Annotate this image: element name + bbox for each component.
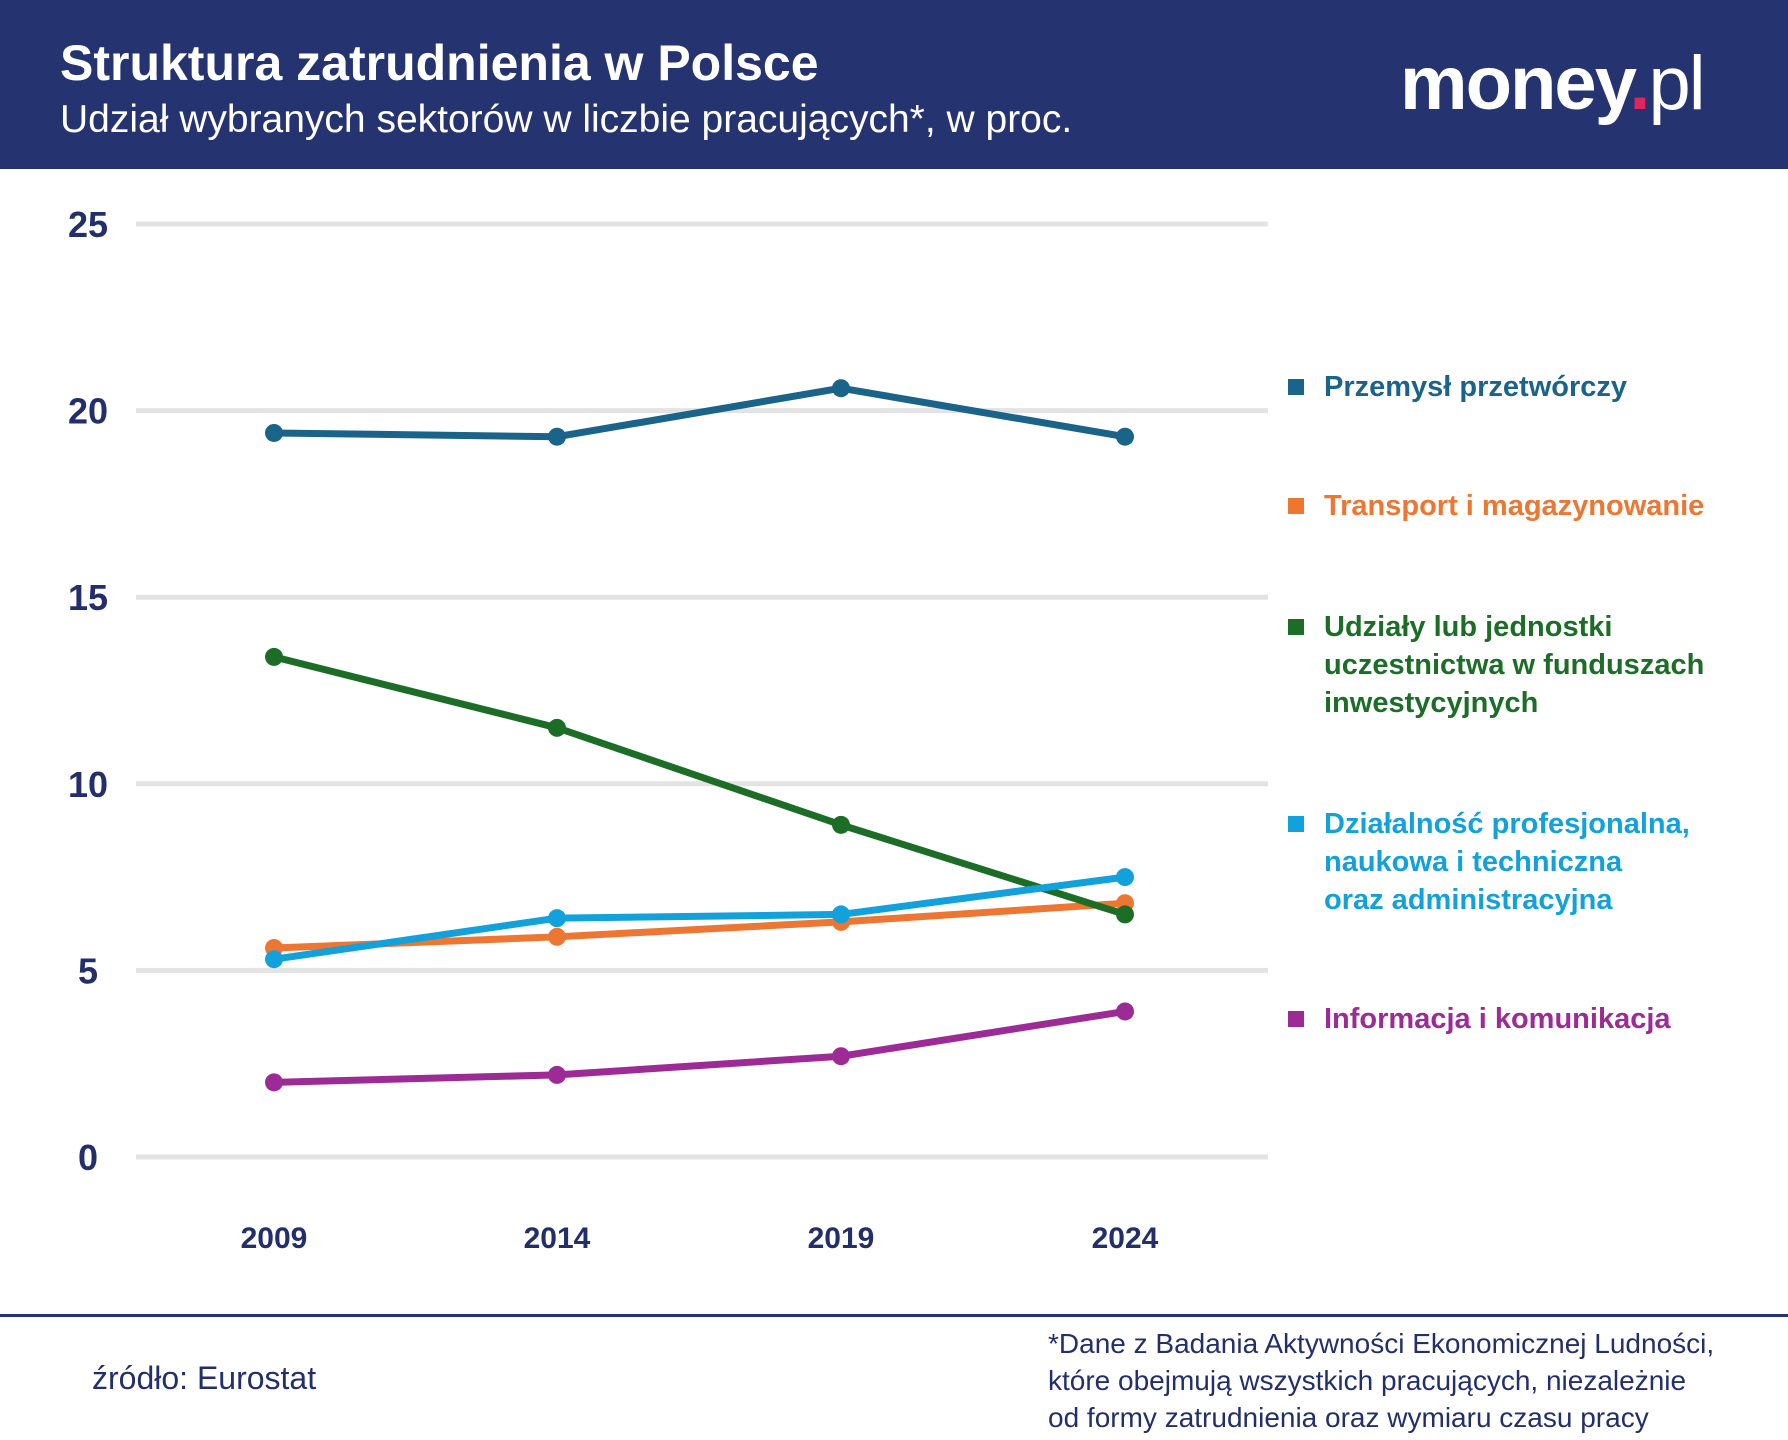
data-point [548,1065,566,1084]
data-point [548,427,566,446]
data-point [265,950,283,969]
legend-label-line: naukowa i techniczna [1324,846,1623,878]
footer-divider [0,1314,1788,1317]
legend-label-line: Przemysł przetwórczy [1324,371,1628,403]
legend-item: Przemysł przetwórczy [1288,368,1627,406]
x-tick-label: 2024 [1092,1222,1159,1255]
legend-label-line: inwestycyjnych [1324,687,1539,719]
source-text: źródło: Eurostat [92,1360,317,1396]
legend-label-line: Działalność profesjonalna, [1324,808,1690,840]
data-point [548,909,566,928]
series-line [273,384,1126,441]
data-point [1116,868,1134,887]
data-point [1116,905,1134,924]
legend-label: Transport i magazynowanie [1324,487,1704,525]
footnote-line: od formy zatrudnienia oraz wymiaru czasu… [1048,1402,1649,1433]
y-tick-label: 5 [78,950,98,991]
line-chart: 0 5 10 15 20 25 2009 2014 2019 2024 [68,204,1268,1255]
legend-swatch [1288,379,1304,395]
data-point [548,718,566,737]
footnote: *Dane z Badania Aktywności Ekonomicznej … [1048,1325,1714,1436]
data-point [548,927,566,946]
y-tick-label: 0 [78,1137,98,1178]
legend-label-line: Transport i magazynowanie [1324,490,1705,522]
chart-title: Struktura zatrudnienia w Polsce [60,35,819,91]
y-tick-label: 10 [68,764,108,805]
legend-label-line: Informacja i komunikacja [1324,1003,1671,1035]
header: Struktura zatrudnienia w Polsce Udział w… [0,0,1788,169]
series-line [273,873,1126,963]
x-tick-label: 2014 [524,1222,591,1255]
legend-item: Działalność profesjonalna, naukowa i tech… [1288,805,1690,919]
legend-swatch [1288,619,1304,635]
footnote-line: *Dane z Badania Aktywności Ekonomicznej … [1048,1328,1715,1359]
y-tick-label: 25 [68,204,108,245]
data-point [832,815,850,834]
data-point [832,379,850,398]
data-point [265,1073,283,1092]
legend-label: Działalność profesjonalna, naukowa i tech… [1324,805,1690,919]
data-point [265,647,283,666]
series-line [273,653,1127,918]
x-tick-label: 2019 [808,1222,875,1255]
data-point [832,905,850,924]
legend-label-line: Udziały lub jednostki [1324,611,1613,643]
data-point [265,423,283,442]
y-tick-label: 20 [68,391,108,432]
data-point [1116,427,1134,446]
legend-label: Informacja i komunikacja [1324,1000,1671,1038]
legend-swatch [1288,1011,1304,1027]
data-point [1116,1002,1134,1021]
money-pl-logo: money.pl [1400,41,1706,126]
chart-subtitle: Udział wybranych sektorów w liczbie prac… [60,98,1073,141]
legend-label-line: oraz administracyjna [1324,884,1613,916]
series-line [273,899,1126,952]
x-tick-label: 2009 [241,1222,308,1255]
legend-label: Przemysł przetwórczy [1324,368,1627,406]
legend-item: Transport i magazynowanie [1288,487,1704,525]
legend-label-line: uczestnictwa w funduszach [1324,649,1705,681]
data-point [832,1047,850,1066]
legend-swatch [1288,498,1304,514]
legend-item: Informacja i komunikacja [1288,1000,1671,1038]
y-tick-label: 15 [68,577,108,618]
footnote-line: które obejmują wszystkich pracujących, n… [1048,1365,1687,1396]
legend-swatch [1288,816,1304,832]
series-line [273,1007,1126,1086]
legend-item: Udziały lub jednostki uczestnictwa w fund… [1288,608,1704,722]
legend-label: Udziały lub jednostki uczestnictwa w fund… [1324,608,1704,722]
